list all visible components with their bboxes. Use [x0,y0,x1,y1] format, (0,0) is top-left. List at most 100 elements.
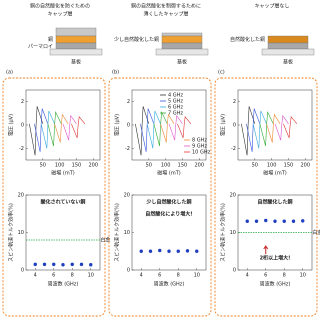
x-axis-label: 磁場 (mT) [263,170,286,177]
layer-label: パーマロイ [28,44,53,50]
data-point [139,249,143,253]
data-point [148,249,153,253]
y-tick-label: 20 [124,193,130,199]
substrate [49,48,103,56]
diagram-caption: 銅の自然酸化を制御するために [131,3,201,10]
x-tick-label: 6 [158,273,161,279]
plot-frame [237,89,313,161]
permalloy-layer [267,42,309,50]
x-tick-label: 200 [194,163,204,169]
data-point [52,262,56,267]
x-tick-label: 100 [55,163,65,169]
voltage-curve [29,106,44,156]
y-tick-label: -2 [231,146,236,152]
panel-label: (c) [218,70,225,76]
copper-layer [161,35,203,44]
x-tick-label: 8 [71,273,74,279]
diagram-caption: キャップ層 [47,12,72,18]
data-point [158,248,162,253]
y-axis-label: 電圧 (μV) [9,114,15,136]
y-tick-label: 0 [21,268,24,274]
voltage-curve [153,111,168,147]
substrate-label: 基板 [283,59,293,66]
permalloy-layer [55,42,97,50]
x-tick-label: 6 [264,273,267,279]
data-point [176,249,180,253]
cap-layer [55,27,97,37]
legend-label: 8 GHz [192,138,207,144]
y-tick-label: 20 [230,193,236,199]
x-axis-label: 磁場 (mT) [157,170,180,177]
voltage-curve [47,111,62,147]
voltage-curve [283,116,298,138]
substrate [261,48,315,56]
voltage-curve [168,114,183,141]
panel-label: (a) [6,70,13,76]
substrate-label: 基板 [177,59,187,66]
x-tick-label: 4 [140,273,143,279]
permalloy-layer [161,42,203,50]
x-tick-label: 150 [284,163,294,169]
y-axis-label: スピン軌道トルク効率(%) [8,203,15,262]
x-axis-label: 周波数 (GHz) [154,281,185,288]
voltage-curve [274,114,289,141]
annotation: 2桁以上増大! [260,255,291,262]
layer-label: 自然酸化した銅 [230,36,265,43]
y-tick-label: 0 [21,123,24,129]
panel-label: (b) [112,70,119,76]
substrate-label: 基板 [71,59,81,66]
voltage-curve [135,106,150,156]
reference-label: 白金 [313,229,320,236]
x-tick-label: 150 [72,163,82,169]
y-tick-label: 10 [124,230,130,236]
x-axis-label: 周波数 (GHz) [260,281,291,288]
x-tick-label: 8 [283,273,286,279]
diagram-caption: キャップ層なし [254,3,289,10]
x-tick-label: 4 [246,273,249,279]
data-point [42,262,47,267]
cap-layer [161,32,203,37]
legend-label: 5 GHz [168,99,183,105]
data-point [254,219,259,223]
voltage-curve [241,106,256,156]
data-point [89,263,93,267]
data-point [301,219,305,223]
y-axis-label: 電圧 (μV) [221,114,227,136]
substrate [155,48,209,56]
annotation: 少し自然酸化した銅 [145,199,191,206]
x-tick-label: 4 [34,273,37,279]
x-tick-label: 10 [194,273,200,279]
data-point [33,262,37,267]
voltage-curve [177,116,192,138]
x-tick-label: 150 [178,163,188,169]
y-tick-label: 0 [127,123,130,129]
y-tick-label: 10 [230,230,236,236]
panel-box [214,77,318,317]
data-point [167,249,171,253]
legend-label: 6 GHz [168,105,183,111]
copper-layer [55,35,97,44]
y-tick-label: 2 [233,99,236,105]
layer-label: 少し自然酸化した銅 [114,36,159,43]
y-tick-label: 0 [233,123,236,129]
y-tick-label: 2 [127,99,130,105]
annotation: 自然酸化した銅 [257,199,292,206]
voltage-curve [266,113,281,143]
layer-label: 銅 [48,36,53,43]
x-tick-label: 200 [300,163,310,169]
x-axis-label: 周波数 (GHz) [48,281,79,288]
data-point [273,219,277,223]
reference-label: 白金 [101,237,111,244]
x-tick-label: 200 [88,163,98,169]
legend-label: 7 GHz [168,111,183,117]
data-point [195,249,199,253]
legend-label: 9 GHz [192,144,207,150]
legend-label: 10 GHz [192,150,211,156]
x-tick-label: 100 [267,163,277,169]
y-tick-label: -2 [19,146,24,152]
y-axis-label: スピン軌道トルク効率(%) [220,203,227,262]
voltage-curve [160,113,175,143]
legend-label: 4 GHz [168,93,183,99]
x-axis-label: 磁場 (mT) [51,170,74,177]
